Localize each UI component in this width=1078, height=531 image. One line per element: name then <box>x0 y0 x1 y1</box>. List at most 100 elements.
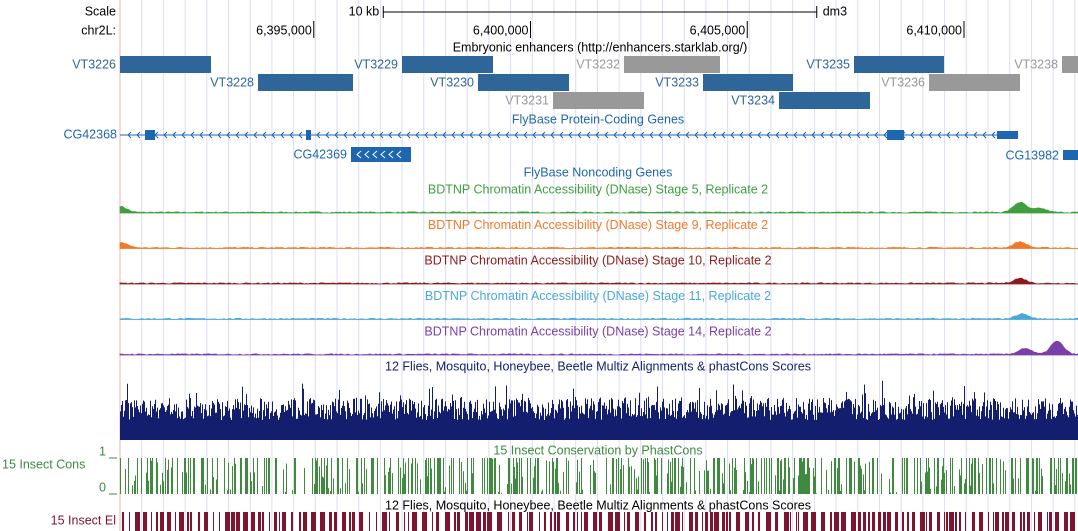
enhancer <box>929 74 1020 91</box>
chrom-label: chr2L: <box>81 23 116 37</box>
strand-arrow <box>559 131 564 139</box>
strand-arrow <box>847 131 852 139</box>
conserved-element <box>926 512 927 531</box>
track-title: BDTNP Chromatin Accessibility (DNase) St… <box>425 289 771 303</box>
strand-arrow <box>352 131 357 139</box>
conserved-element <box>581 512 582 531</box>
conserved-element <box>187 512 189 531</box>
strand-arrow <box>802 131 807 139</box>
exon <box>997 131 1018 139</box>
strand-arrow <box>388 131 393 139</box>
conserved-element <box>729 512 731 531</box>
conserved-element <box>929 512 932 531</box>
strand-arrow <box>964 131 969 139</box>
conserved-element <box>527 512 528 531</box>
conserved-element <box>752 512 754 531</box>
strand-arrow <box>568 131 573 139</box>
strand-arrow <box>829 131 834 139</box>
strand-arrow <box>595 131 600 139</box>
track-title: BDTNP Chromatin Accessibility (DNase) St… <box>424 324 771 338</box>
conserved-element <box>175 512 176 531</box>
enhancer-label: VT3238 <box>1014 57 1058 71</box>
enhancer-label: VT3226 <box>72 57 116 71</box>
conserved-element <box>231 512 235 531</box>
conserved-element <box>979 512 983 531</box>
conserved-element <box>830 512 832 531</box>
conserved-element <box>821 512 825 531</box>
enhancer <box>120 56 211 73</box>
strand-arrow <box>325 131 330 139</box>
strand-arrow <box>937 131 942 139</box>
strand-arrow <box>982 131 987 139</box>
conserved-element <box>432 512 433 531</box>
gene-label: CG42369 <box>293 147 347 161</box>
enhancer-label: VT3231 <box>505 93 549 107</box>
strand-arrow <box>694 131 699 139</box>
conserved-element <box>695 512 698 531</box>
strand-arrow <box>874 131 879 139</box>
enhancer <box>553 92 644 109</box>
conserved-element <box>258 512 261 531</box>
conserved-element <box>167 512 171 531</box>
strand-arrow <box>820 131 825 139</box>
strand-arrow <box>910 131 915 139</box>
conserved-element <box>179 512 184 531</box>
strand-arrow <box>928 131 933 139</box>
strand-arrow <box>442 131 447 139</box>
conserved-element <box>198 512 200 531</box>
conserved-element <box>396 512 399 531</box>
strand-arrow <box>226 131 231 139</box>
conserved-element <box>883 512 886 531</box>
conserved-element <box>279 512 280 531</box>
strand-arrow <box>775 131 780 139</box>
conserved-element <box>887 512 891 531</box>
conserved-element <box>269 512 270 531</box>
conserved-element <box>329 512 332 531</box>
strand-arrow <box>181 131 186 139</box>
track-title: BDTNP Chromatin Accessibility (DNase) St… <box>428 218 768 232</box>
conserved-element <box>635 512 639 531</box>
enhancer-label: VT3235 <box>806 57 850 71</box>
strand-arrow <box>343 131 348 139</box>
conserved-element <box>359 512 363 531</box>
strand-arrow <box>253 131 258 139</box>
conserved-element <box>465 512 468 531</box>
strand-arrow <box>127 131 132 139</box>
enhancer-label: VT3233 <box>655 75 699 89</box>
conserved-element <box>1070 512 1075 531</box>
conserved-element <box>675 512 680 531</box>
conserved-element <box>624 512 625 531</box>
strand-arrow <box>712 131 717 139</box>
conserved-element <box>798 512 799 531</box>
conserved-element <box>1027 512 1030 531</box>
strand-arrow <box>334 131 339 139</box>
conserved-element <box>895 512 898 531</box>
conserved-element <box>689 512 693 531</box>
conserved-element <box>811 512 816 531</box>
conserved-element <box>160 512 164 531</box>
strand-arrow <box>685 131 690 139</box>
strand-arrow <box>136 131 141 139</box>
strand-arrow <box>514 131 519 139</box>
conserved-element <box>457 512 460 531</box>
enhancer <box>402 56 493 73</box>
conserved-element <box>213 512 214 531</box>
strand-arrow <box>356 150 362 159</box>
conserved-element <box>920 512 925 531</box>
conserved-element <box>946 512 948 531</box>
strand-arrow <box>856 131 861 139</box>
conserved-element <box>454 512 456 531</box>
strand-arrow <box>372 150 378 159</box>
conserved-element <box>389 512 390 531</box>
conserved-element <box>190 512 192 531</box>
strand-arrow <box>244 131 249 139</box>
x-tick-label: 6,395,000 <box>256 23 312 37</box>
conserved-element <box>1055 512 1059 531</box>
enhancer <box>854 56 944 73</box>
conserved-element <box>937 512 940 531</box>
strand-arrow <box>199 131 204 139</box>
conserved-element <box>608 512 613 531</box>
conserved-element <box>1038 512 1042 531</box>
conserved-element <box>863 512 866 531</box>
